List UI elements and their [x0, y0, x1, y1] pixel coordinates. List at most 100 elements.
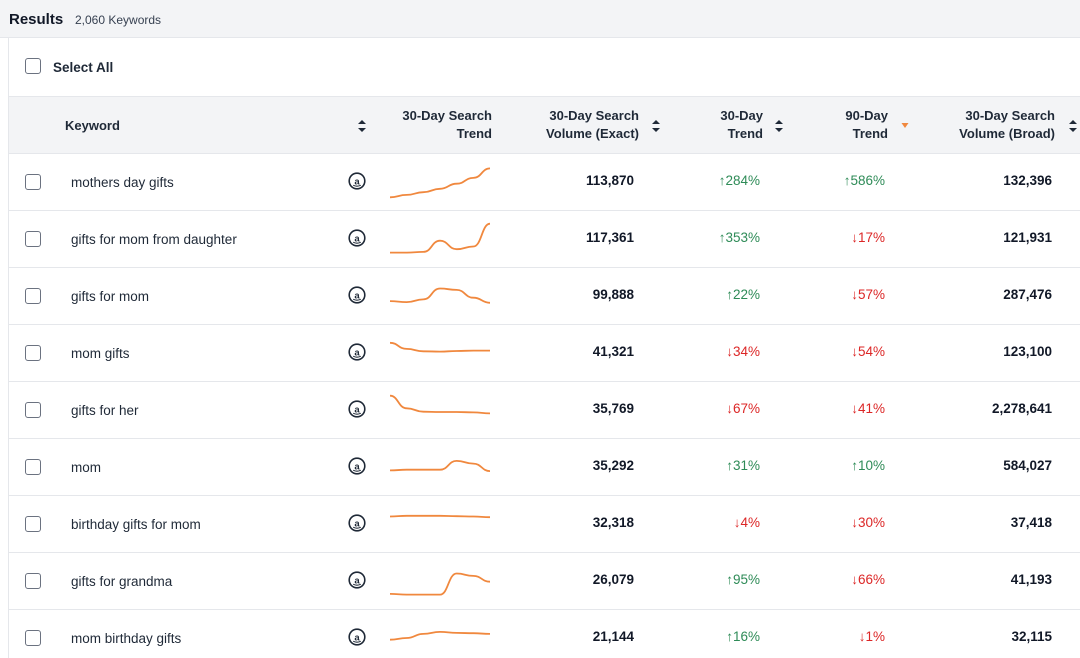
- row-checkbox[interactable]: [25, 459, 41, 475]
- trend30-value: ↑353%: [718, 230, 760, 245]
- amazon-icon[interactable]: a: [348, 400, 366, 418]
- results-title: Results: [9, 11, 64, 28]
- sort-trend90-active-icon[interactable]: [900, 119, 910, 133]
- table-row[interactable]: mom birthday gifts a 21,144 ↑16% ↓1% 32,115: [9, 610, 1080, 658]
- amazon-icon[interactable]: a: [348, 343, 366, 361]
- volume-exact-value: 99,888: [592, 287, 634, 302]
- keyword-text: birthday gifts for mom: [71, 517, 201, 532]
- search-trend-sparkline: [389, 162, 491, 202]
- search-trend-sparkline: [389, 504, 491, 544]
- volume-broad-header-line1: 30-Day Search: [965, 108, 1055, 123]
- svg-text:a: a: [354, 290, 360, 301]
- row-checkbox[interactable]: [25, 516, 41, 532]
- keyword-text: mom birthday gifts: [71, 631, 182, 646]
- table-row[interactable]: gifts for her a 35,769 ↓67% ↓41% 2,278,641: [9, 382, 1080, 439]
- keyword-header-label: Keyword: [65, 118, 120, 133]
- volume-broad-value: 132,396: [1003, 173, 1052, 188]
- trend30-header-line2: Trend: [727, 126, 763, 141]
- table-row[interactable]: gifts for grandma a 26,079 ↑95% ↓66% 41,193: [9, 553, 1080, 610]
- search-trend-sparkline: [389, 219, 491, 259]
- search-trend-sparkline: [389, 561, 491, 601]
- row-checkbox[interactable]: [25, 345, 41, 361]
- volume-broad-value: 41,193: [1010, 572, 1052, 587]
- trend90-value: ↓66%: [851, 572, 885, 587]
- amazon-icon[interactable]: a: [348, 457, 366, 475]
- volume-exact-value: 113,870: [585, 173, 634, 188]
- svg-text:a: a: [354, 518, 360, 529]
- trend90-value: ↓17%: [851, 230, 885, 245]
- results-panel: Select All Keyword 30-Day Search Trend 3…: [8, 38, 1080, 658]
- trend90-value: ↓41%: [851, 401, 885, 416]
- search-trend-header-line1: 30-Day Search: [402, 108, 492, 123]
- keyword-text: mom gifts: [71, 346, 130, 361]
- sort-volume-exact-icon[interactable]: [651, 119, 661, 133]
- keyword-text: gifts for mom from daughter: [71, 232, 237, 247]
- table-row[interactable]: mom a 35,292 ↑31% ↑10% 584,027: [9, 439, 1080, 496]
- column-header-volume-exact[interactable]: 30-Day Search Volume (Exact): [514, 107, 639, 143]
- results-count: 2,060 Keywords: [75, 13, 162, 27]
- volume-exact-value: 117,361: [585, 230, 634, 245]
- row-checkbox[interactable]: [25, 573, 41, 589]
- amazon-icon[interactable]: a: [348, 229, 366, 247]
- trend30-value: ↓34%: [726, 344, 760, 359]
- column-header-keyword[interactable]: Keyword: [65, 117, 120, 135]
- amazon-icon[interactable]: a: [348, 628, 366, 646]
- keyword-text: gifts for her: [71, 403, 139, 418]
- volume-broad-value: 287,476: [1003, 287, 1052, 302]
- amazon-icon[interactable]: a: [348, 571, 366, 589]
- table-row[interactable]: gifts for mom from daughter a 117,361 ↑353%…: [9, 211, 1080, 268]
- svg-text:a: a: [354, 632, 360, 643]
- keyword-text: mom: [71, 460, 101, 475]
- volume-broad-value: 32,115: [1011, 629, 1052, 644]
- sort-keyword-icon[interactable]: [357, 119, 367, 133]
- keyword-text: gifts for mom: [71, 289, 150, 304]
- amazon-icon[interactable]: a: [348, 514, 366, 532]
- trend90-value: ↑10%: [851, 458, 885, 473]
- volume-exact-value: 41,321: [592, 344, 634, 359]
- table-row[interactable]: birthday gifts for mom a 32,318 ↓4% ↓30% 37,4…: [9, 496, 1080, 553]
- svg-text:a: a: [354, 233, 360, 244]
- column-header-trend-30[interactable]: 30-Day Trend: [689, 107, 763, 143]
- volume-exact-header-line2: Volume (Exact): [546, 126, 639, 141]
- row-checkbox[interactable]: [25, 402, 41, 418]
- volume-exact-value: 32,318: [592, 515, 634, 530]
- trend30-value: ↑31%: [726, 458, 760, 473]
- svg-text:a: a: [354, 176, 360, 187]
- column-header-search-trend[interactable]: 30-Day Search Trend: [379, 107, 492, 143]
- sort-volume-broad-icon[interactable]: [1068, 119, 1078, 133]
- table-row[interactable]: gifts for mom a 99,888 ↑22% ↓57% 287,476: [9, 268, 1080, 325]
- amazon-icon[interactable]: a: [348, 172, 366, 190]
- amazon-icon[interactable]: a: [348, 286, 366, 304]
- row-checkbox[interactable]: [25, 288, 41, 304]
- column-header-trend-90[interactable]: 90-Day Trend: [814, 107, 888, 143]
- search-trend-sparkline: [389, 390, 491, 430]
- row-checkbox[interactable]: [25, 630, 41, 646]
- trend90-header-line2: Trend: [852, 126, 888, 141]
- volume-exact-value: 26,079: [592, 572, 634, 587]
- trend30-value: ↑284%: [718, 173, 760, 188]
- results-bar: Results 2,060 Keywords: [0, 0, 1080, 38]
- table-row[interactable]: mom gifts a 41,321 ↓34% ↓54% 123,100: [9, 325, 1080, 382]
- column-header-volume-broad[interactable]: 30-Day Search Volume (Broad): [937, 107, 1055, 143]
- trend30-value: ↓4%: [733, 515, 760, 530]
- volume-broad-value: 37,418: [1010, 515, 1052, 530]
- volume-broad-value: 121,931: [1003, 230, 1052, 245]
- volume-exact-value: 35,769: [592, 401, 634, 416]
- row-checkbox[interactable]: [25, 174, 41, 190]
- trend90-value: ↓57%: [851, 287, 885, 302]
- row-checkbox[interactable]: [25, 231, 41, 247]
- volume-broad-value: 2,278,641: [991, 401, 1052, 416]
- trend90-value: ↓1%: [858, 629, 885, 644]
- table-row[interactable]: mothers day gifts a 113,870 ↑284% ↑586% 132,3…: [9, 154, 1080, 211]
- trend30-value: ↑16%: [726, 629, 760, 644]
- keyword-text: mothers day gifts: [71, 175, 174, 190]
- trend30-value: ↑95%: [726, 572, 760, 587]
- select-all-label: Select All: [53, 60, 114, 75]
- search-trend-sparkline: [389, 276, 491, 316]
- trend90-header-line1: 90-Day: [845, 108, 888, 123]
- select-all-checkbox[interactable]: [25, 58, 41, 74]
- trend90-value: ↑586%: [843, 173, 885, 188]
- volume-exact-header-line1: 30-Day Search: [549, 108, 639, 123]
- sort-trend30-icon[interactable]: [774, 119, 784, 133]
- volume-broad-value: 123,100: [1003, 344, 1052, 359]
